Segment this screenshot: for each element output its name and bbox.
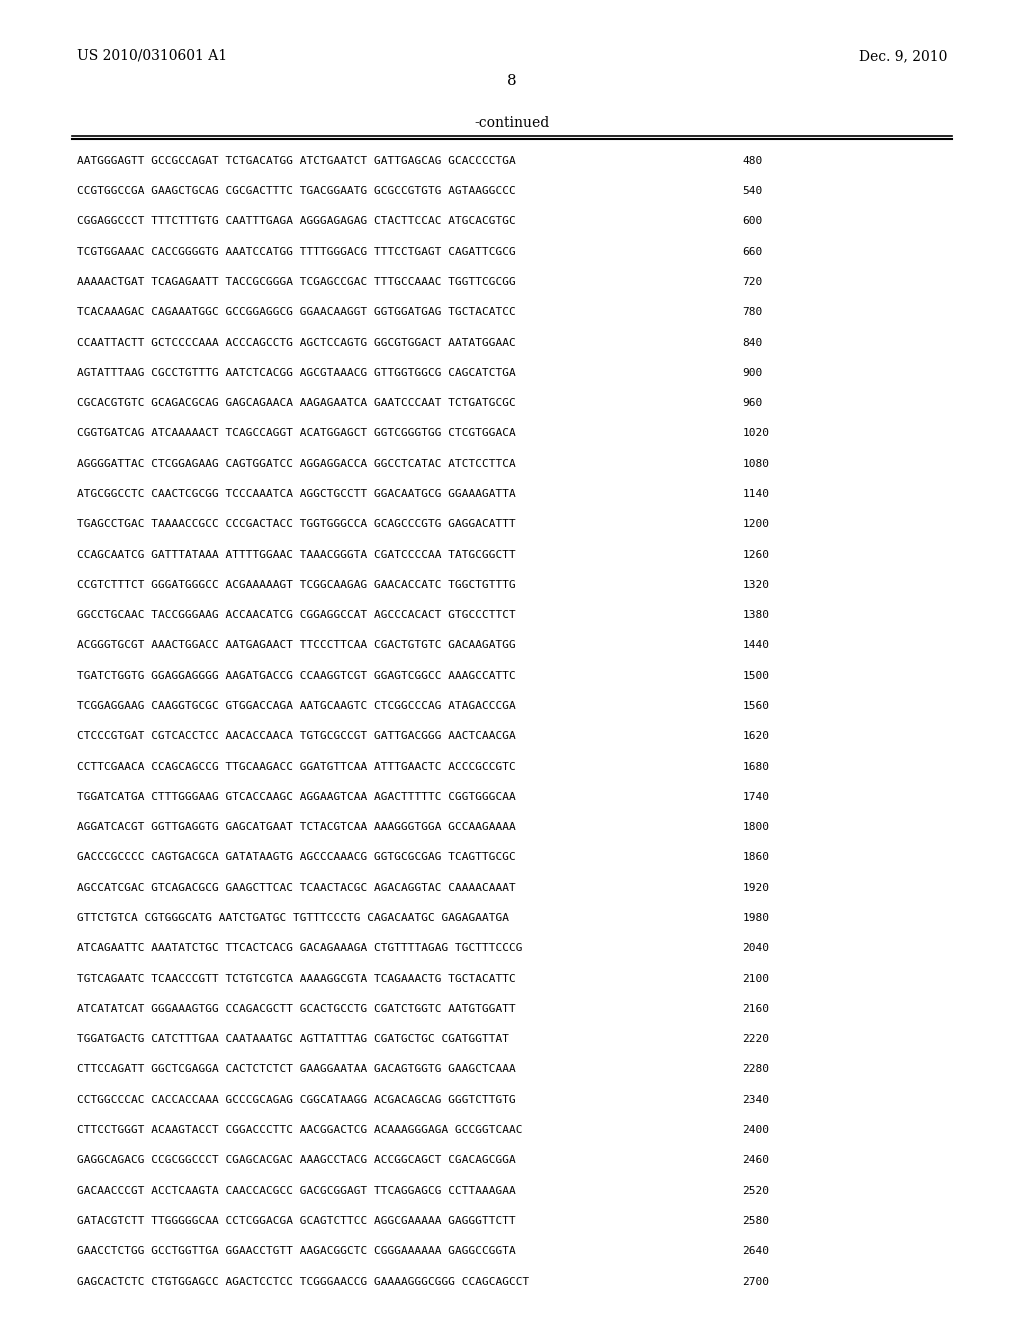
Text: 8: 8 bbox=[507, 74, 517, 88]
Text: AGCCATCGAC GTCAGACGCG GAAGCTTCAC TCAACTACGC AGACAGGTAC CAAAACAAAT: AGCCATCGAC GTCAGACGCG GAAGCTTCAC TCAACTA… bbox=[77, 883, 515, 892]
Text: 1440: 1440 bbox=[742, 640, 769, 651]
Text: CCGTCTTTCT GGGATGGGCC ACGAAAAAGT TCGGCAAGAG GAACACCATC TGGCTGTTTG: CCGTCTTTCT GGGATGGGCC ACGAAAAAGT TCGGCAA… bbox=[77, 579, 515, 590]
Text: CGGTGATCAG ATCAAAAACT TCAGCCAGGT ACATGGAGCT GGTCGGGTGG CTCGTGGACA: CGGTGATCAG ATCAAAAACT TCAGCCAGGT ACATGGA… bbox=[77, 429, 515, 438]
Text: 1260: 1260 bbox=[742, 549, 769, 560]
Text: 1140: 1140 bbox=[742, 488, 769, 499]
Text: AGGATCACGT GGTTGAGGTG GAGCATGAAT TCTACGTCAA AAAGGGTGGA GCCAAGAAAA: AGGATCACGT GGTTGAGGTG GAGCATGAAT TCTACGT… bbox=[77, 822, 515, 832]
Text: CGCACGTGTC GCAGACGCAG GAGCAGAACA AAGAGAATCA GAATCCCAAT TCTGATGCGC: CGCACGTGTC GCAGACGCAG GAGCAGAACA AAGAGAA… bbox=[77, 399, 515, 408]
Text: 780: 780 bbox=[742, 308, 763, 317]
Text: 2460: 2460 bbox=[742, 1155, 769, 1166]
Text: 2580: 2580 bbox=[742, 1216, 769, 1226]
Text: 1320: 1320 bbox=[742, 579, 769, 590]
Text: 1560: 1560 bbox=[742, 701, 769, 711]
Text: GACCCGCCCC CAGTGACGCA GATATAAGTG AGCCCAAACG GGTGCGCGAG TCAGTTGCGC: GACCCGCCCC CAGTGACGCA GATATAAGTG AGCCCAA… bbox=[77, 853, 515, 862]
Text: Dec. 9, 2010: Dec. 9, 2010 bbox=[859, 49, 947, 63]
Text: 840: 840 bbox=[742, 338, 763, 347]
Text: 720: 720 bbox=[742, 277, 763, 286]
Text: 2400: 2400 bbox=[742, 1125, 769, 1135]
Text: 1740: 1740 bbox=[742, 792, 769, 801]
Text: TCGTGGAAAC CACCGGGGTG AAATCCATGG TTTTGGGACG TTTCCTGAGT CAGATTCGCG: TCGTGGAAAC CACCGGGGTG AAATCCATGG TTTTGGG… bbox=[77, 247, 515, 256]
Text: GAGCACTCTC CTGTGGAGCC AGACTCCTCC TCGGGAACCG GAAAAGGGCGGG CCAGCAGCCT: GAGCACTCTC CTGTGGAGCC AGACTCCTCC TCGGGAA… bbox=[77, 1276, 529, 1287]
Text: ATGCGGCCTC CAACTCGCGG TCCCAAATCA AGGCTGCCTT GGACAATGCG GGAAAGATTA: ATGCGGCCTC CAACTCGCGG TCCCAAATCA AGGCTGC… bbox=[77, 488, 515, 499]
Text: ATCATATCAT GGGAAAGTGG CCAGACGCTT GCACTGCCTG CGATCTGGTC AATGTGGATT: ATCATATCAT GGGAAAGTGG CCAGACGCTT GCACTGC… bbox=[77, 1005, 515, 1014]
Text: AGGGGATTAC CTCGGAGAAG CAGTGGATCC AGGAGGACCA GGCCTCATAC ATCTCCTTCA: AGGGGATTAC CTCGGAGAAG CAGTGGATCC AGGAGGA… bbox=[77, 458, 515, 469]
Text: 2100: 2100 bbox=[742, 974, 769, 983]
Text: 2280: 2280 bbox=[742, 1064, 769, 1074]
Text: GGCCTGCAAC TACCGGGAAG ACCAACATCG CGGAGGCCAT AGCCCACACT GTGCCCTTCT: GGCCTGCAAC TACCGGGAAG ACCAACATCG CGGAGGC… bbox=[77, 610, 515, 620]
Text: 1860: 1860 bbox=[742, 853, 769, 862]
Text: GAACCTCTGG GCCTGGTTGA GGAACCTGTT AAGACGGCTC CGGGAAAAAA GAGGCCGGTA: GAACCTCTGG GCCTGGTTGA GGAACCTGTT AAGACGG… bbox=[77, 1246, 515, 1257]
Text: TCGGAGGAAG CAAGGTGCGC GTGGACCAGA AATGCAAGTC CTCGGCCCAG ATAGACCCGA: TCGGAGGAAG CAAGGTGCGC GTGGACCAGA AATGCAA… bbox=[77, 701, 515, 711]
Text: AAAAACTGAT TCAGAGAATT TACCGCGGGA TCGAGCCGAC TTTGCCAAAC TGGTTCGCGG: AAAAACTGAT TCAGAGAATT TACCGCGGGA TCGAGCC… bbox=[77, 277, 515, 286]
Text: 1620: 1620 bbox=[742, 731, 769, 742]
Text: 480: 480 bbox=[742, 156, 763, 166]
Text: TGAGCCTGAC TAAAACCGCC CCCGACTACC TGGTGGGCCA GCAGCCCGTG GAGGACATTT: TGAGCCTGAC TAAAACCGCC CCCGACTACC TGGTGGG… bbox=[77, 519, 515, 529]
Text: 2220: 2220 bbox=[742, 1034, 769, 1044]
Text: 1080: 1080 bbox=[742, 458, 769, 469]
Text: 1020: 1020 bbox=[742, 429, 769, 438]
Text: AGTATTTAAG CGCCTGTTTG AATCTCACGG AGCGTAAACG GTTGGTGGCG CAGCATCTGA: AGTATTTAAG CGCCTGTTTG AATCTCACGG AGCGTAA… bbox=[77, 368, 515, 378]
Text: 960: 960 bbox=[742, 399, 763, 408]
Text: GTTCTGTCA CGTGGGCATG AATCTGATGC TGTTTCCCTG CAGACAATGC GAGAGAATGA: GTTCTGTCA CGTGGGCATG AATCTGATGC TGTTTCCC… bbox=[77, 913, 509, 923]
Text: AATGGGAGTT GCCGCCAGAT TCTGACATGG ATCTGAATCT GATTGAGCAG GCACCCCTGA: AATGGGAGTT GCCGCCAGAT TCTGACATGG ATCTGAA… bbox=[77, 156, 515, 166]
Text: TGATCTGGTG GGAGGAGGGG AAGATGACCG CCAAGGTCGT GGAGTCGGCC AAAGCCATTC: TGATCTGGTG GGAGGAGGGG AAGATGACCG CCAAGGT… bbox=[77, 671, 515, 681]
Text: CTCCCGTGAT CGTCACCTCC AACACCAACA TGTGCGCCGT GATTGACGGG AACTCAACGA: CTCCCGTGAT CGTCACCTCC AACACCAACA TGTGCGC… bbox=[77, 731, 515, 742]
Text: 540: 540 bbox=[742, 186, 763, 197]
Text: 1500: 1500 bbox=[742, 671, 769, 681]
Text: CCTTCGAACA CCAGCAGCCG TTGCAAGACC GGATGTTCAA ATTTGAACTC ACCCGCCGTC: CCTTCGAACA CCAGCAGCCG TTGCAAGACC GGATGTT… bbox=[77, 762, 515, 772]
Text: TGGATGACTG CATCTTTGAA CAATAAATGC AGTTATTTAG CGATGCTGC CGATGGTTAT: TGGATGACTG CATCTTTGAA CAATAAATGC AGTTATT… bbox=[77, 1034, 509, 1044]
Text: TGGATCATGA CTTTGGGAAG GTCACCAAGC AGGAAGTCAA AGACTTTTTC CGGTGGGCAA: TGGATCATGA CTTTGGGAAG GTCACCAAGC AGGAAGT… bbox=[77, 792, 515, 801]
Text: TCACAAAGAC CAGAAATGGC GCCGGAGGCG GGAACAAGGT GGTGGATGAG TGCTACATCC: TCACAAAGAC CAGAAATGGC GCCGGAGGCG GGAACAA… bbox=[77, 308, 515, 317]
Text: CCGTGGCCGA GAAGCTGCAG CGCGACTTTC TGACGGAATG GCGCCGTGTG AGTAAGGCCC: CCGTGGCCGA GAAGCTGCAG CGCGACTTTC TGACGGA… bbox=[77, 186, 515, 197]
Text: ATCAGAATTC AAATATCTGC TTCACTCACG GACAGAAAGA CTGTTTTAGAG TGCTTTCCCG: ATCAGAATTC AAATATCTGC TTCACTCACG GACAGAA… bbox=[77, 944, 522, 953]
Text: 1980: 1980 bbox=[742, 913, 769, 923]
Text: ACGGGTGCGT AAACTGGACC AATGAGAACT TTCCCTTCAA CGACTGTGTC GACAAGATGG: ACGGGTGCGT AAACTGGACC AATGAGAACT TTCCCTT… bbox=[77, 640, 515, 651]
Text: 660: 660 bbox=[742, 247, 763, 256]
Text: 900: 900 bbox=[742, 368, 763, 378]
Text: CGGAGGCCCT TTTCTTTGTG CAATTTGAGA AGGGAGAGAG CTACTTCCAC ATGCACGTGC: CGGAGGCCCT TTTCTTTGTG CAATTTGAGA AGGGAGA… bbox=[77, 216, 515, 226]
Text: 1380: 1380 bbox=[742, 610, 769, 620]
Text: US 2010/0310601 A1: US 2010/0310601 A1 bbox=[77, 49, 227, 63]
Text: 2040: 2040 bbox=[742, 944, 769, 953]
Text: CCAATTACTT GCTCCCCAAA ACCCAGCCTG AGCTCCAGTG GGCGTGGACT AATATGGAAC: CCAATTACTT GCTCCCCAAA ACCCAGCCTG AGCTCCA… bbox=[77, 338, 515, 347]
Text: 2520: 2520 bbox=[742, 1185, 769, 1196]
Text: CCAGCAATCG GATTTATAAA ATTTTGGAAC TAAACGGGTA CGATCCCCAA TATGCGGCTT: CCAGCAATCG GATTTATAAA ATTTTGGAAC TAAACGG… bbox=[77, 549, 515, 560]
Text: GAGGCAGACG CCGCGGCCCT CGAGCACGAC AAAGCCTACG ACCGGCAGCT CGACAGCGGA: GAGGCAGACG CCGCGGCCCT CGAGCACGAC AAAGCCT… bbox=[77, 1155, 515, 1166]
Text: -continued: -continued bbox=[474, 116, 550, 131]
Text: TGTCAGAATC TCAACCCGTT TCTGTCGTCA AAAAGGCGTA TCAGAAACTG TGCTACATTC: TGTCAGAATC TCAACCCGTT TCTGTCGTCA AAAAGGC… bbox=[77, 974, 515, 983]
Text: 1920: 1920 bbox=[742, 883, 769, 892]
Text: 1200: 1200 bbox=[742, 519, 769, 529]
Text: GACAACCCGT ACCTCAAGTA CAACCACGCC GACGCGGAGT TTCAGGAGCG CCTTAAAGAA: GACAACCCGT ACCTCAAGTA CAACCACGCC GACGCGG… bbox=[77, 1185, 515, 1196]
Text: 2160: 2160 bbox=[742, 1005, 769, 1014]
Text: 1800: 1800 bbox=[742, 822, 769, 832]
Text: 600: 600 bbox=[742, 216, 763, 226]
Text: 2340: 2340 bbox=[742, 1094, 769, 1105]
Text: CCTGGCCCAC CACCACCAAA GCCCGCAGAG CGGCATAAGG ACGACAGCAG GGGTCTTGTG: CCTGGCCCAC CACCACCAAA GCCCGCAGAG CGGCATA… bbox=[77, 1094, 515, 1105]
Text: 1680: 1680 bbox=[742, 762, 769, 772]
Text: 2700: 2700 bbox=[742, 1276, 769, 1287]
Text: GATACGTCTT TTGGGGGCAA CCTCGGACGA GCAGTCTTCC AGGCGAAAAA GAGGGTTCTT: GATACGTCTT TTGGGGGCAA CCTCGGACGA GCAGTCT… bbox=[77, 1216, 515, 1226]
Text: CTTCCTGGGT ACAAGTACCT CGGACCCTTC AACGGACTCG ACAAAGGGAGA GCCGGTCAAC: CTTCCTGGGT ACAAGTACCT CGGACCCTTC AACGGAC… bbox=[77, 1125, 522, 1135]
Text: CTTCCAGATT GGCTCGAGGA CACTCTCTCT GAAGGAATAA GACAGTGGTG GAAGCTCAAA: CTTCCAGATT GGCTCGAGGA CACTCTCTCT GAAGGAA… bbox=[77, 1064, 515, 1074]
Text: 2640: 2640 bbox=[742, 1246, 769, 1257]
